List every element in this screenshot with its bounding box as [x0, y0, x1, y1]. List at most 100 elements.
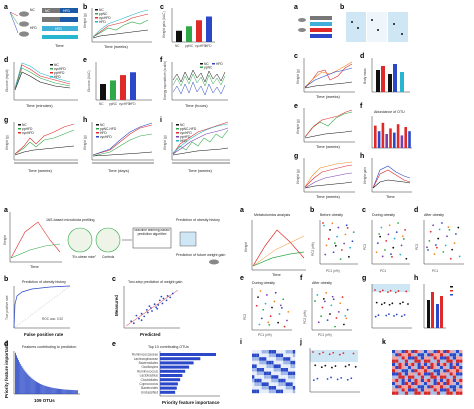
bar [47, 386, 49, 394]
bar [71, 389, 73, 394]
heat-cell [256, 350, 260, 354]
heat-cell [404, 350, 408, 354]
heat-cell [443, 366, 447, 370]
heat-cell [449, 362, 453, 366]
bar [45, 386, 47, 394]
heat-cell [443, 353, 447, 357]
heat-cell [259, 378, 262, 383]
pca-point [393, 237, 396, 240]
heat-cell [430, 378, 434, 382]
bar [61, 389, 63, 394]
heat-cell [446, 372, 450, 376]
heat-cell [420, 391, 424, 395]
pca-point [451, 248, 454, 251]
heat-cell [268, 371, 272, 376]
bar [28, 375, 30, 394]
y-axis-label: Weight (g) [83, 13, 87, 28]
heat-cell [268, 360, 272, 365]
heat-cell [398, 356, 402, 360]
x-axis-label: Time (weeks) [316, 94, 341, 99]
bar [29, 376, 31, 394]
heat-cell [443, 350, 447, 354]
pca-point [322, 298, 325, 300]
heat-cell [256, 371, 260, 376]
legend: NC ppNC HFD [200, 62, 223, 70]
heat-cell [452, 369, 456, 373]
scatter-point [169, 296, 172, 299]
dot [399, 302, 402, 305]
heat-cell [430, 382, 434, 386]
heat-cell [440, 350, 444, 354]
pca-point [384, 249, 386, 251]
bar [160, 369, 186, 373]
heat-cell [254, 386, 257, 390]
heat-cell [283, 350, 286, 354]
heat-cell [443, 385, 447, 389]
heat-cell [283, 364, 286, 368]
tick-label: ppNC [185, 44, 194, 48]
heat-cell [283, 375, 286, 379]
heat-cell [392, 359, 396, 363]
heat-cell [411, 375, 415, 379]
heat-cell [456, 350, 460, 354]
pca-point [437, 237, 440, 240]
panel-label: g [362, 275, 366, 282]
dot [391, 302, 394, 305]
dot [330, 376, 332, 379]
scatter-point [140, 312, 143, 315]
dot [316, 377, 319, 380]
dot [393, 315, 395, 317]
heat-cell [268, 378, 272, 383]
heat-cell [290, 375, 293, 379]
heat-cell [443, 356, 447, 360]
tick-label: HFD [205, 44, 212, 48]
tick-label: NC [175, 44, 180, 48]
pca-point [333, 242, 336, 245]
heat-cell [420, 366, 424, 370]
heat-cell [430, 366, 434, 370]
heat-cell [456, 359, 460, 363]
heat-cell [430, 362, 434, 366]
bar [27, 374, 29, 394]
heat-cell [401, 372, 405, 376]
pca-point [268, 323, 271, 326]
pca-point [321, 306, 324, 309]
heat-cell [433, 375, 437, 379]
bar [18, 360, 19, 394]
heat-cell [398, 382, 402, 386]
heat-cell [254, 350, 257, 354]
heat-cell [273, 350, 276, 354]
legend: NC ppNC-HFD HFD cycHFD [96, 123, 117, 139]
heat-cell [449, 350, 453, 354]
heat-cell [252, 382, 255, 386]
heat-cell [420, 382, 424, 386]
bar [75, 390, 77, 394]
pca-point [329, 228, 331, 231]
x-axis-label: Time (weeks) [316, 194, 341, 199]
panel-label: d [4, 57, 8, 64]
y-axis-label: PC2 [415, 244, 419, 250]
pca-point [426, 246, 428, 249]
panel-label: e [294, 103, 298, 110]
panel-label: a [294, 4, 298, 11]
pca-point [329, 313, 331, 315]
bar [110, 80, 116, 100]
panel-title: Abundance of OTU [374, 110, 405, 114]
heat-cell [398, 385, 402, 389]
pca-point [344, 233, 347, 236]
panel-label: e [112, 341, 116, 348]
heat-cell [280, 382, 284, 386]
bar [196, 20, 202, 42]
heat-cell [285, 378, 288, 383]
panel-label: j [299, 339, 302, 346]
dot [395, 313, 398, 316]
heat-cell [392, 369, 396, 373]
dot-strip-j [312, 351, 357, 382]
heat-cell [427, 369, 431, 373]
heat-cell [449, 391, 453, 395]
heat-cell [264, 375, 267, 379]
heat-cell [459, 359, 463, 363]
heat-cell [427, 353, 431, 357]
heat-cell [404, 385, 408, 389]
panel-l-b: b Weight (g) Time (weeks) NC ppNC cycHFD… [83, 4, 152, 49]
